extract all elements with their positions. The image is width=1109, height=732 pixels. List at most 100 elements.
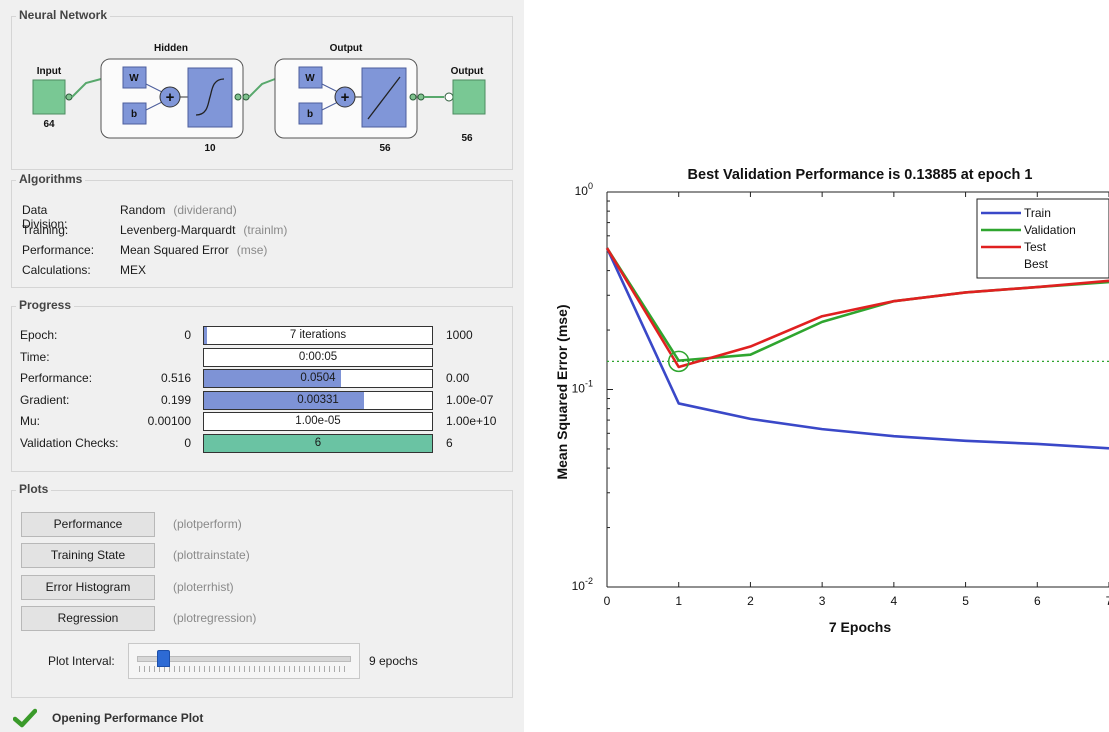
output-layer-size: 56 <box>379 143 391 154</box>
slider-ticks <box>139 666 349 672</box>
y-axis-label: Mean Squared Error (mse) <box>554 304 570 479</box>
progress-label-validation-checks: Validation Checks: <box>20 435 119 450</box>
hidden-label: Hidden <box>154 43 188 54</box>
progress-end-mu: 1.00e+10 <box>446 414 497 428</box>
progress-end-epoch: 1000 <box>446 328 473 342</box>
svg-text:W: W <box>305 73 315 84</box>
progress-end-validation-checks: 6 <box>446 435 453 450</box>
neural-network-group: Neural Network Input 64 Hidden W b + 10 <box>11 8 513 170</box>
output-b-block <box>298 102 323 125</box>
progress-bar-validation-checks: 6 <box>203 433 433 453</box>
progress-value-gradient: 0.00331 <box>297 393 339 406</box>
check-icon <box>13 708 37 728</box>
network-diagram: Input 64 Hidden W b + 10 Output <box>32 43 486 154</box>
progress-label-time: Time: <box>20 349 50 364</box>
y-tick-label-1: 10-1 <box>572 379 593 396</box>
x-tick-label-4: 4 <box>891 594 898 608</box>
hidden-b-block <box>122 102 147 125</box>
series-line-test <box>605 247 1109 369</box>
y-tick-label-2: 10-2 <box>572 576 593 593</box>
legend-label-test: Test <box>1024 240 1047 254</box>
progress-label-mu: Mu: <box>20 414 41 428</box>
plot-interval-label: Plot Interval: <box>48 654 115 668</box>
status-text: Opening Performance Plot <box>52 711 204 725</box>
progress-start-mu: 0.00100 <box>147 414 191 428</box>
input-label: Input <box>37 66 62 77</box>
progress-label-epoch: Epoch: <box>20 328 58 342</box>
x-tick-label-6: 6 <box>1034 594 1041 608</box>
legend-label-train: Train <box>1024 206 1051 220</box>
progress-fill-validation-checks <box>204 434 432 452</box>
progress-start-gradient: 0.199 <box>160 392 191 407</box>
progress-start-validation-checks: 0 <box>184 435 191 450</box>
slider-thumb[interactable] <box>157 650 171 667</box>
output-layer-label: Output <box>330 43 363 54</box>
plot-interval-slider[interactable] <box>128 643 360 679</box>
performance-plot-button[interactable]: Performance <box>21 512 155 537</box>
progress-end-gradient: 1.00e-07 <box>446 392 494 407</box>
regression-plot-fn: (plotregression) <box>173 611 257 625</box>
regression-plot-button[interactable]: Regression <box>21 606 155 631</box>
tansig-icon <box>195 78 225 116</box>
progress-fill-epoch <box>204 327 207 344</box>
error-histogram-plot-button[interactable]: Error Histogram <box>21 575 155 600</box>
progress-bar-performance: 0.0504 <box>203 369 433 388</box>
progress-start-performance: 0.516 <box>160 371 191 385</box>
progress-bar-time: 0:00:05 <box>203 347 433 367</box>
svg-text:+: + <box>341 89 350 106</box>
legend-label-best: Best <box>1024 257 1049 271</box>
x-tick-label-2: 2 <box>747 594 754 608</box>
progress-value-epoch: 7 iterations <box>289 329 347 341</box>
svg-text:b: b <box>131 109 137 120</box>
progress-value-mu: 1.00e-05 <box>295 415 341 427</box>
progress-bar-epoch: 7 iterations <box>203 326 433 345</box>
hidden-size: 10 <box>204 143 216 154</box>
svg-text:+: + <box>166 89 175 106</box>
chart-title: Best Validation Performance is 0.13885 a… <box>688 167 1033 183</box>
x-tick-label-3: 3 <box>819 594 826 608</box>
progress-value-performance: 0.0504 <box>300 372 336 384</box>
performance-chart: Best Validation Performance is 0.13885 a… <box>554 167 1109 635</box>
nntraintool-panel: Neural Network Input 64 Hidden W b + 10 <box>0 0 524 732</box>
progress-bar-mu: 1.00e-05 <box>203 412 433 431</box>
plot-interval-value: 9 epochs <box>369 654 418 668</box>
algorithms-group: Algorithms Data Division: Random (divider… <box>11 172 513 288</box>
slider-track <box>137 656 351 662</box>
neural-network-title: Neural Network <box>16 8 111 22</box>
output-label: Output <box>451 66 484 77</box>
svg-text:b: b <box>307 109 313 120</box>
input-size: 64 <box>43 119 55 130</box>
training-state-plot-button[interactable]: Training State <box>21 543 155 568</box>
progress-label-gradient: Gradient: <box>20 392 70 407</box>
hidden-w-block <box>122 66 147 89</box>
plots-title: Plots <box>16 482 52 496</box>
legend-label-validation: Validation <box>1024 223 1076 237</box>
progress-value-validation-checks: 6 <box>314 436 322 449</box>
x-tick-label-1: 1 <box>675 594 682 608</box>
performance-plot-fn: (plotperform) <box>173 517 242 531</box>
progress-end-performance: 0.00 <box>446 371 470 385</box>
progress-fill-gradient <box>204 391 364 409</box>
x-tick-label-5: 5 <box>962 594 969 608</box>
input-block <box>32 79 66 115</box>
progress-value-time: 0:00:05 <box>298 350 338 363</box>
series-line-train <box>605 247 1109 450</box>
algorithms-title: Algorithms <box>16 172 86 186</box>
progress-fill-performance <box>204 370 341 387</box>
progress-label-performance: Performance: <box>20 371 93 385</box>
progress-bar-gradient: 0.00331 <box>203 390 433 410</box>
x-tick-label-7: 7 <box>1106 594 1109 608</box>
error-histogram-plot-fn: (ploterrhist) <box>173 580 234 594</box>
training-state-plot-fn: (plottrainstate) <box>173 548 250 562</box>
x-tick-label-0: 0 <box>604 594 611 608</box>
progress-start-epoch: 0 <box>184 328 191 342</box>
output-block <box>452 79 486 115</box>
x-axis-label: 7 Epochs <box>829 619 891 635</box>
purelin-icon <box>367 76 401 120</box>
svg-text:W: W <box>129 73 139 84</box>
y-tick-label-0: 100 <box>575 181 593 198</box>
output-size: 56 <box>461 133 473 144</box>
output-w-block <box>298 66 323 89</box>
plot-layer: 0 1 2 3 4 5 6 7 100 10-1 10-2 Train Validation Test Be… <box>572 181 1109 608</box>
best-marker <box>667 350 690 373</box>
